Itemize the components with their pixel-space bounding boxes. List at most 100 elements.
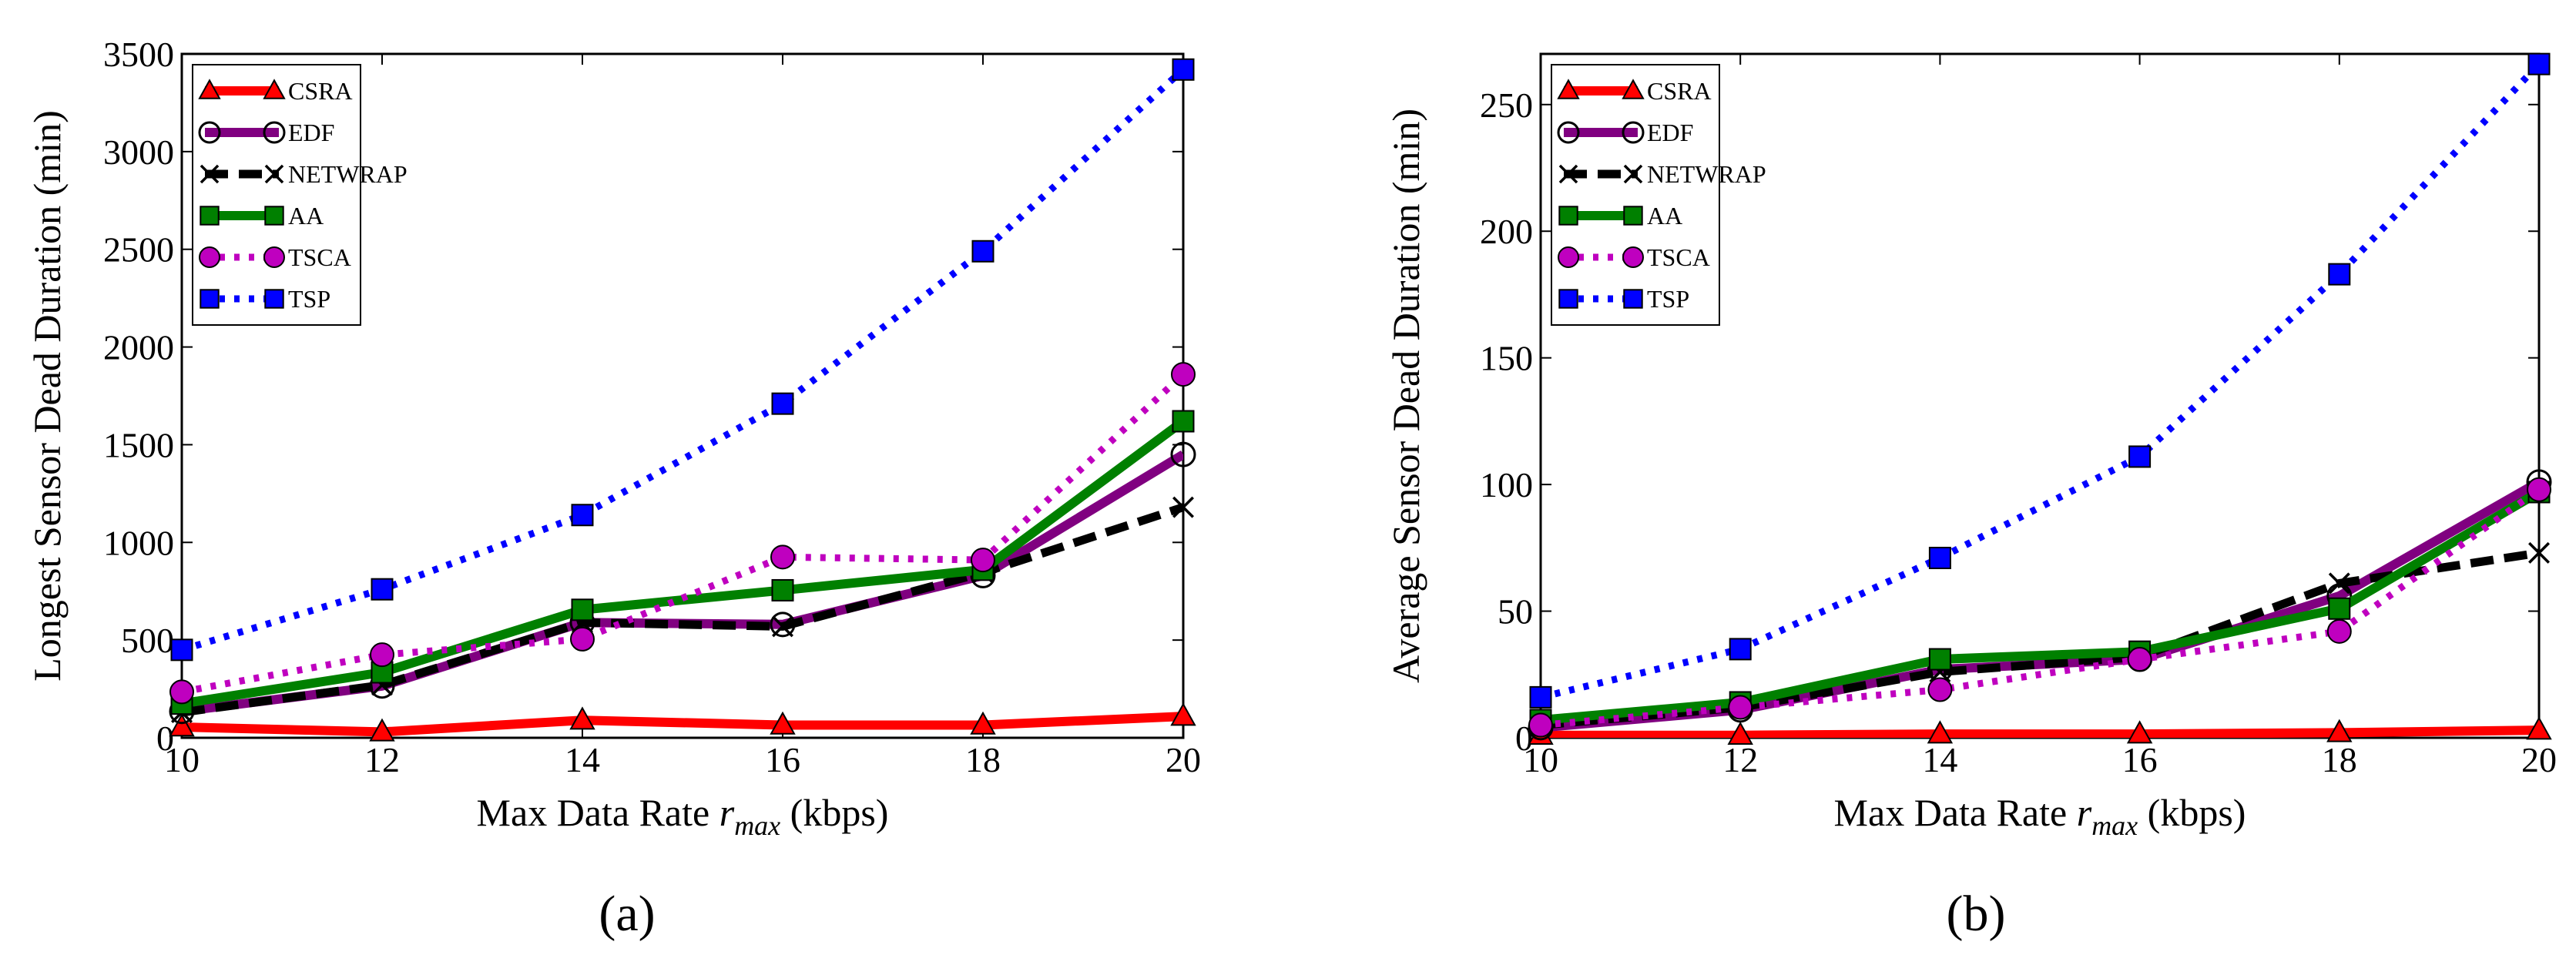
legend-label-netwrap: NETWRAP (288, 160, 408, 188)
legend-marker-csra (263, 79, 286, 99)
data-point-aa (2328, 597, 2351, 620)
data-point-csra (169, 713, 195, 737)
series-line-netwrap (182, 503, 1183, 717)
legend-marker-netwrap (264, 164, 284, 184)
legend-marker-edf (1622, 121, 1645, 144)
legend-box (192, 64, 361, 326)
series-line-aa (182, 417, 1183, 709)
y-tick-label: 2500 (103, 230, 174, 270)
data-point-csra (569, 706, 595, 730)
series-line-edf (182, 450, 1183, 716)
legend-marker-tsp (264, 289, 284, 309)
y-tick-label: 3000 (103, 132, 174, 172)
series-line-csra (182, 712, 1183, 737)
legend-marker-aa (264, 206, 284, 226)
data-point-tsca (1927, 677, 1953, 702)
data-point-tsca (1171, 362, 1196, 387)
y-tick-label: 250 (1480, 85, 1533, 125)
legend-label-csra: CSRA (1647, 77, 1712, 105)
legend-marker-csra (1557, 79, 1580, 99)
data-point-tsp (1172, 58, 1195, 81)
data-point-tsca (169, 679, 194, 705)
data-point-tsp (1928, 546, 1951, 569)
data-point-tsp (170, 638, 193, 662)
data-point-csra (970, 711, 996, 735)
series-line-csra (1541, 725, 2539, 738)
series-aa (170, 410, 1195, 715)
data-point-csra (1170, 702, 1196, 726)
x-axis-label: Max Data Rate rmax (kbps) (477, 791, 889, 841)
legend-marker-aa (1558, 206, 1578, 226)
plot-frame (180, 52, 1185, 739)
series-line-tsp (1541, 62, 2539, 701)
x-axis-label-main: Max Data Rate (1834, 791, 2077, 834)
legend-label-tsca: TSCA (288, 243, 351, 271)
data-point-aa (771, 578, 794, 601)
subfigure-caption: (b) (1947, 886, 2006, 942)
data-point-tsca (570, 626, 595, 652)
data-point-aa (1928, 648, 1951, 671)
y-axis-label: Average Sensor Dead Duration (min) (1384, 109, 1427, 683)
data-point-netwrap (772, 615, 793, 638)
y-tick-label: 1500 (103, 425, 174, 464)
legend-marker-tsca (263, 246, 285, 268)
series-aa (1529, 481, 2551, 732)
subfigure-caption: (a) (599, 886, 655, 942)
series-line-netwrap (1541, 548, 2539, 730)
legend-label-edf: EDF (288, 119, 334, 146)
x-axis-label-unit: (kbps) (780, 791, 888, 834)
y-tick-label: 200 (1480, 212, 1533, 251)
data-point-netwrap (1172, 496, 1194, 518)
x-tick-label: 12 (1722, 740, 1758, 779)
y-tick-label: 100 (1480, 465, 1533, 504)
y-tick-label: 3500 (103, 35, 174, 74)
x-tick-label: 18 (2322, 740, 2357, 779)
y-tick-label: 1000 (103, 523, 174, 562)
data-point-csra (2326, 719, 2353, 742)
legend-label-tsp: TSP (288, 285, 330, 313)
series-line-tsca (182, 371, 1183, 695)
legend-label-aa: AA (1647, 202, 1682, 230)
x-tick-label: 14 (565, 740, 600, 779)
series-line-aa (1541, 488, 2539, 725)
legend-marker-tsp (200, 289, 220, 309)
x-tick-label: 20 (1166, 740, 1201, 779)
legend-label-tsp: TSP (1647, 285, 1689, 313)
data-point-tsp (971, 240, 995, 263)
data-point-tsca (2127, 647, 2152, 672)
x-tick-label: 18 (965, 740, 1001, 779)
legend: CSRA EDF NETWRAP AA TSCA TSP (192, 64, 408, 326)
data-point-tsp (2328, 263, 2351, 286)
chart-1: 10 12 14 16 18 20 0 500 1000 1500 2000 2500 3000 3500… (25, 35, 1201, 942)
x-axis-label-var: r (719, 791, 735, 834)
legend-marker-tsp (1623, 289, 1643, 309)
x-tick-label: 20 (2521, 740, 2557, 779)
data-point-tsp (2527, 52, 2551, 75)
data-point-tsp (771, 392, 794, 415)
x-axis-label-main: Max Data Rate (477, 791, 719, 834)
x-tick-label: 10 (164, 740, 200, 779)
y-tick-label: 0 (156, 719, 174, 758)
series-tsp (170, 58, 1195, 662)
legend-marker-edf (1557, 121, 1580, 144)
x-axis-label-sub: max (2091, 810, 2138, 841)
legend-label-csra: CSRA (288, 77, 353, 105)
legend-marker-netwrap (1623, 164, 1643, 184)
data-point-tsp (1729, 638, 1752, 661)
data-point-tsca (2527, 477, 2551, 502)
series-csra (169, 702, 1196, 742)
data-point-tsp (571, 504, 594, 527)
legend-label-aa: AA (288, 202, 324, 230)
series-tsca (169, 362, 1196, 705)
legend-marker-netwrap (1558, 164, 1578, 184)
x-axis-label-var: r (2077, 791, 2092, 834)
legend-marker-csra (1622, 79, 1645, 99)
data-point-netwrap (2528, 541, 2550, 564)
x-tick-label: 14 (1922, 740, 1957, 779)
x-axis-label: Max Data Rate rmax (kbps) (1834, 791, 2246, 841)
data-point-tsca (971, 548, 995, 573)
data-point-csra (2126, 720, 2153, 744)
data-point-csra (2526, 716, 2552, 740)
